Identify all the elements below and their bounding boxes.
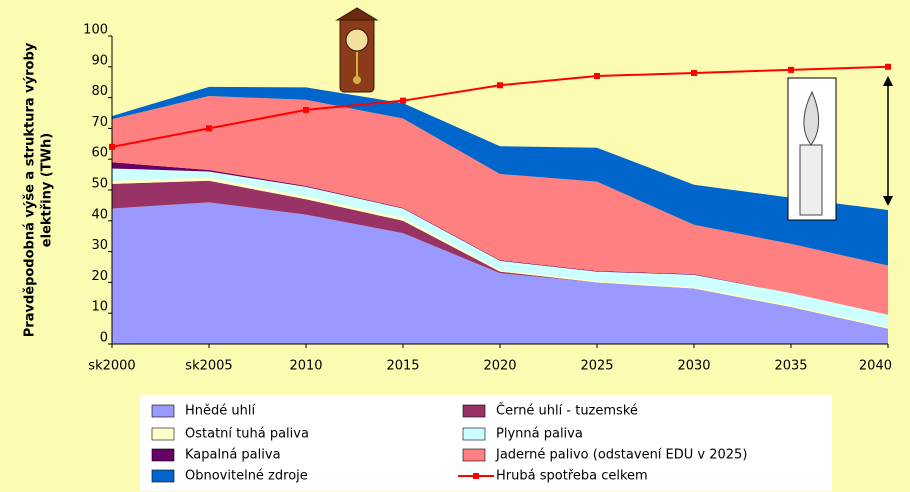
line-marker bbox=[788, 66, 794, 73]
x-tick-label: 2015 bbox=[386, 359, 419, 374]
legend-swatch bbox=[462, 427, 486, 441]
y-tick-label: 30 bbox=[91, 238, 108, 253]
y-tick-label: 60 bbox=[91, 146, 108, 161]
y-axis-label: elektřiny (TWh) bbox=[40, 133, 55, 247]
line-marker bbox=[303, 106, 309, 113]
line-marker bbox=[594, 73, 600, 80]
y-tick-label: 90 bbox=[91, 53, 108, 68]
y-axis-label: Pravděpodobná výše a struktura výroby bbox=[23, 42, 38, 337]
clock-icon bbox=[335, 7, 379, 93]
legend-label: Kapalná paliva bbox=[185, 448, 281, 463]
line-marker bbox=[109, 143, 115, 150]
legend-label: Obnovitelné zdroje bbox=[185, 469, 308, 484]
y-tick-label: 80 bbox=[91, 84, 108, 99]
line-marker bbox=[400, 97, 406, 104]
x-tick-label: 2035 bbox=[774, 359, 807, 374]
y-tick-label: 40 bbox=[91, 207, 108, 222]
candle-icon bbox=[787, 77, 837, 221]
y-tick-label: 100 bbox=[83, 23, 108, 38]
x-tick-label: 2025 bbox=[580, 359, 613, 374]
legend-label: Plynná paliva bbox=[496, 427, 583, 442]
y-tick-label: 70 bbox=[91, 115, 108, 130]
x-tick-label: sk2000 bbox=[88, 359, 135, 374]
line-marker bbox=[885, 63, 891, 70]
legend-label: Hrubá spotřeba celkem bbox=[496, 469, 648, 484]
y-tick-label: 50 bbox=[91, 177, 108, 192]
legend-swatch bbox=[151, 427, 175, 441]
area bbox=[112, 96, 888, 315]
legend-swatch bbox=[151, 448, 175, 462]
legend-swatch bbox=[462, 448, 486, 462]
x-tick-label: 2020 bbox=[483, 359, 516, 374]
area bbox=[112, 86, 888, 266]
legend-swatch bbox=[151, 404, 175, 418]
x-tick-label: 2010 bbox=[289, 359, 322, 374]
legend-label: Jaderné palivo (odstavení EDU v 2025) bbox=[495, 448, 747, 463]
legend-label: Černé uhlí - tuzemské bbox=[496, 403, 638, 419]
legend-label: Ostatní tuhá paliva bbox=[185, 427, 309, 442]
legend-label: Hnědé uhlí bbox=[185, 404, 255, 419]
line-marker bbox=[691, 69, 697, 76]
line-marker bbox=[497, 82, 503, 89]
x-tick-label: 2040 bbox=[859, 359, 892, 374]
y-tick-label: 0 bbox=[100, 331, 108, 346]
area bbox=[112, 180, 888, 329]
line-marker bbox=[206, 125, 212, 132]
legend-swatch bbox=[462, 404, 486, 418]
x-tick-label: sk2005 bbox=[185, 359, 232, 374]
x-tick-label: 2030 bbox=[677, 359, 710, 374]
legend-marker bbox=[473, 473, 479, 479]
difference-arrow bbox=[883, 76, 893, 206]
legend-swatch bbox=[151, 469, 175, 483]
y-tick-label: 20 bbox=[91, 269, 108, 284]
y-tick-label: 10 bbox=[91, 300, 108, 315]
